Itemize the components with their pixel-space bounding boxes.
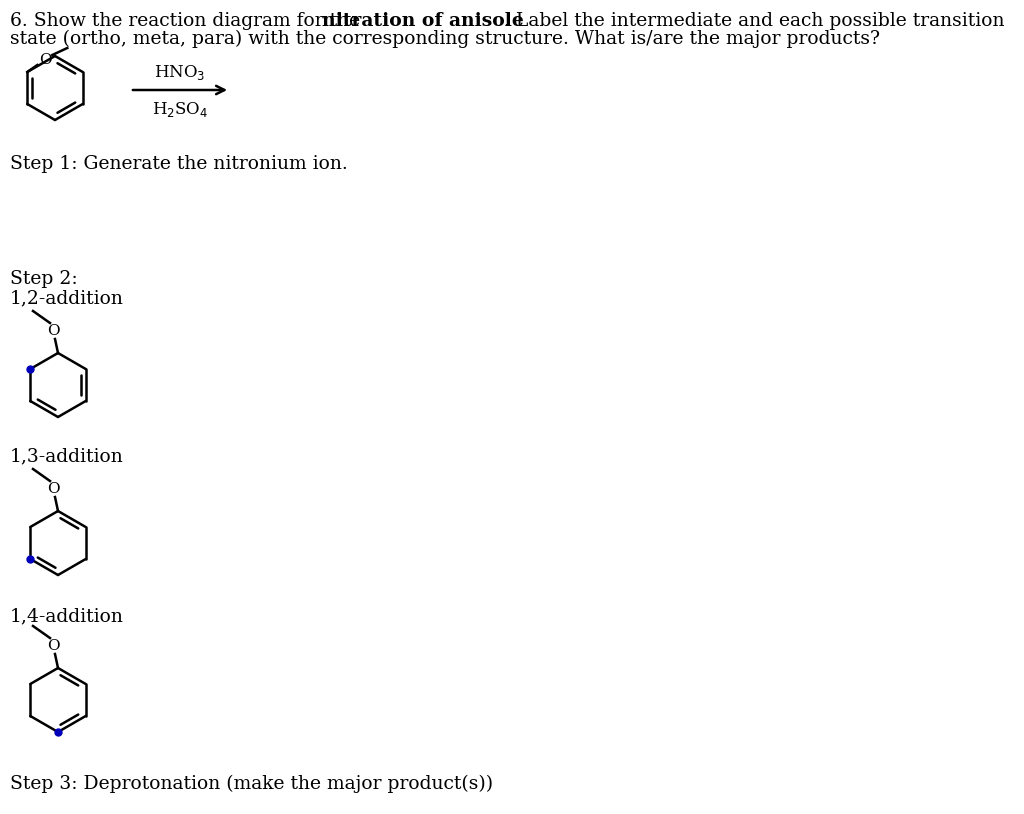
Text: O: O	[39, 53, 51, 67]
Text: O: O	[47, 482, 59, 496]
Text: 1,2-addition: 1,2-addition	[10, 289, 124, 307]
Text: 6. Show the reaction diagram for the: 6. Show the reaction diagram for the	[10, 12, 367, 30]
Text: Step 2:: Step 2:	[10, 270, 78, 288]
Text: . Label the intermediate and each possible transition: . Label the intermediate and each possib…	[504, 12, 1005, 30]
Text: HNO$_3$: HNO$_3$	[155, 63, 206, 82]
Text: 1,4-addition: 1,4-addition	[10, 607, 124, 625]
Text: 1,3-addition: 1,3-addition	[10, 447, 124, 465]
Text: O: O	[47, 324, 59, 338]
Text: H$_2$SO$_4$: H$_2$SO$_4$	[152, 100, 208, 119]
Text: nitration of anisole: nitration of anisole	[322, 12, 523, 30]
Text: Step 1: Generate the nitronium ion.: Step 1: Generate the nitronium ion.	[10, 155, 348, 173]
Text: Step 3: Deprotonation (make the major product(s)): Step 3: Deprotonation (make the major pr…	[10, 775, 494, 794]
Text: state (ortho, meta, para) with the corresponding structure. What is/are the majo: state (ortho, meta, para) with the corre…	[10, 30, 880, 48]
Text: O: O	[47, 639, 59, 653]
